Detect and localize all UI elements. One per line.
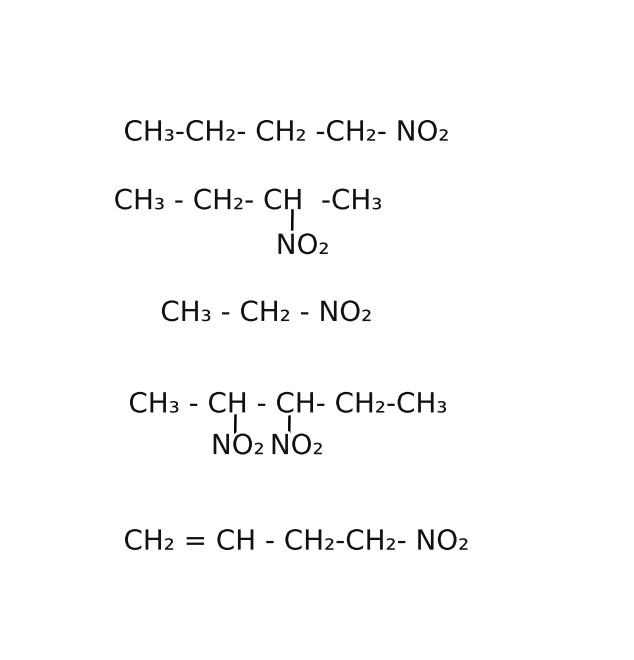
Text: CH₂ = CH - CH₂-CH₂- NO₂: CH₂ = CH - CH₂-CH₂- NO₂: [124, 527, 469, 556]
Text: CH₃ - CH₂- CH  -CH₃: CH₃ - CH₂- CH -CH₃: [113, 187, 382, 215]
Text: NO₂: NO₂: [270, 432, 323, 460]
Text: CH₃ - CH - CH- CH₂-CH₃: CH₃ - CH - CH- CH₂-CH₃: [128, 391, 447, 418]
Text: CH₃ - CH₂ - NO₂: CH₃ - CH₂ - NO₂: [160, 299, 372, 327]
Text: CH₃-CH₂- CH₂ -CH₂- NO₂: CH₃-CH₂- CH₂ -CH₂- NO₂: [124, 119, 449, 147]
Text: NO₂: NO₂: [211, 432, 264, 460]
Text: NO₂: NO₂: [276, 232, 330, 260]
